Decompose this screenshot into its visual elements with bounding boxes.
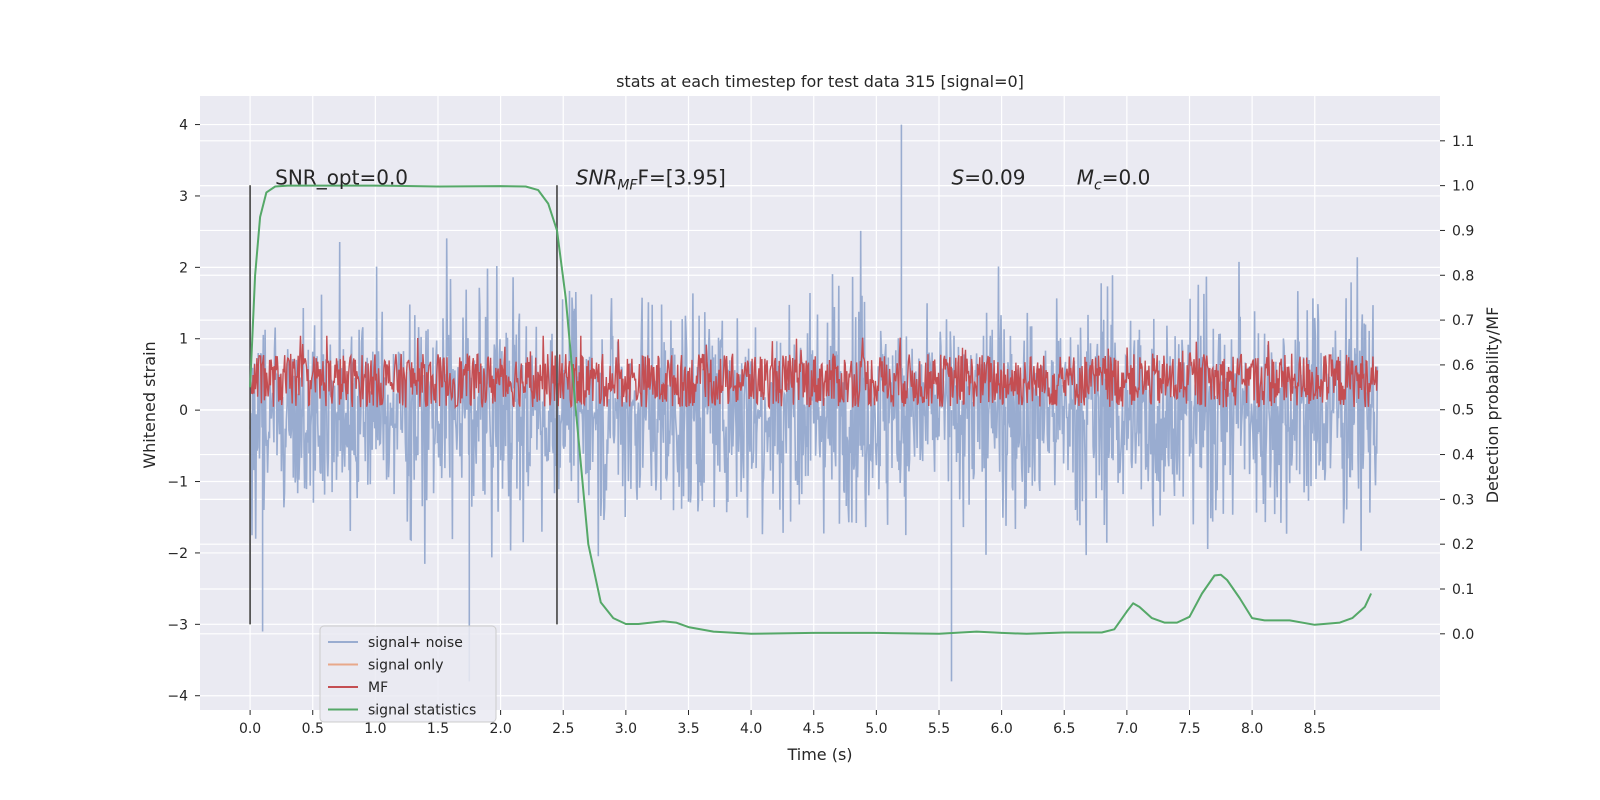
x-tick-label: 2.0 bbox=[489, 721, 511, 737]
y2-tick-label: 0.7 bbox=[1452, 313, 1474, 329]
y-tick-label: −2 bbox=[167, 546, 188, 562]
x-tick-label: 5.0 bbox=[865, 721, 887, 737]
x-tick-label: 3.5 bbox=[677, 721, 699, 737]
y2-tick-label: 1.0 bbox=[1452, 179, 1474, 195]
x-tick-label: 2.5 bbox=[552, 721, 574, 737]
series-signal-statistics bbox=[249, 184, 1373, 635]
annotation-snr-opt: SNR_opt=0.0 bbox=[275, 166, 408, 190]
x-tick-label: 6.5 bbox=[1053, 721, 1075, 737]
y2-tick-label: 1.1 bbox=[1452, 134, 1474, 150]
y-tick-label: 3 bbox=[179, 189, 188, 205]
x-tick-label: 1.5 bbox=[427, 721, 449, 737]
series-signal-noise bbox=[249, 124, 1379, 682]
signal-statistics-line bbox=[249, 184, 1373, 635]
x-tick-label: 7.0 bbox=[1116, 721, 1138, 737]
y-tick-label: 0 bbox=[179, 403, 188, 419]
mf-trace bbox=[249, 335, 1379, 410]
x-tick-label: 8.5 bbox=[1304, 721, 1326, 737]
x-tick-label: 3.0 bbox=[615, 721, 637, 737]
x-tick-label: 4.5 bbox=[803, 721, 825, 737]
x-tick-label: 6.0 bbox=[990, 721, 1012, 737]
x-tick-label: 0.5 bbox=[302, 721, 324, 737]
noise-trace bbox=[249, 124, 1379, 682]
y2-tick-label: 0.2 bbox=[1452, 537, 1474, 553]
vertical-markers bbox=[249, 185, 558, 625]
legend-label: signal statistics bbox=[368, 703, 476, 719]
y2-tick-label: 0.9 bbox=[1452, 223, 1474, 239]
x-tick-label: 1.0 bbox=[364, 721, 386, 737]
y2-tick-label: 0.1 bbox=[1452, 582, 1474, 598]
y2-tick-label: 0.8 bbox=[1452, 268, 1474, 284]
x-tick-label: 5.5 bbox=[928, 721, 950, 737]
y-axis-label: Whitened strain bbox=[140, 341, 159, 468]
x-tick-label: 8.0 bbox=[1241, 721, 1263, 737]
legend-label: signal only bbox=[368, 658, 443, 674]
x-tick-label: 7.5 bbox=[1178, 721, 1200, 737]
legend-label: MF bbox=[368, 680, 388, 696]
y2-tick-label: 0.3 bbox=[1452, 492, 1474, 508]
series-mf bbox=[249, 335, 1379, 410]
annotations: SNR_opt=0.0 SNRMFF=[3.95] S=0.09 Mc=0.0 bbox=[275, 166, 1150, 194]
y2-axis-label: Detection probability/MF bbox=[1483, 307, 1502, 504]
y-tick-label: 4 bbox=[179, 118, 188, 134]
chart-title: stats at each timestep for test data 315… bbox=[616, 72, 1024, 91]
y-tick-label: 1 bbox=[179, 332, 188, 348]
y-tick-label: −3 bbox=[167, 617, 188, 633]
x-tick-label: 4.0 bbox=[740, 721, 762, 737]
y2-tick-label: 0.6 bbox=[1452, 358, 1474, 374]
legend: signal+ noise signal only MF signal statist… bbox=[319, 625, 497, 723]
y-tick-label: −4 bbox=[167, 689, 188, 705]
legend-box bbox=[319, 625, 497, 723]
x-tick-label: 0.0 bbox=[239, 721, 261, 737]
y-tick-label: −1 bbox=[167, 475, 188, 491]
y2-tick-label: 0.4 bbox=[1452, 448, 1474, 464]
annotation-s-stat: S=0.09 bbox=[952, 166, 1026, 190]
y2-tick-label: 0.0 bbox=[1452, 627, 1474, 643]
annotation-mc-stat: Mc=0.0 bbox=[1077, 166, 1151, 194]
x-axis-label: Time (s) bbox=[786, 745, 852, 764]
y2-tick-label: 0.5 bbox=[1452, 403, 1474, 419]
axes: 0.0 0.5 1.0 1.5 2.0 2.5 3.0 3.5 4.0 4.5 5.0 5.5 6.0 6… bbox=[167, 118, 1474, 737]
legend-label: signal+ noise bbox=[368, 635, 463, 651]
annotation-snr-mf: SNRMFF=[3.95] bbox=[576, 166, 726, 194]
y-tick-label: 2 bbox=[179, 260, 188, 276]
